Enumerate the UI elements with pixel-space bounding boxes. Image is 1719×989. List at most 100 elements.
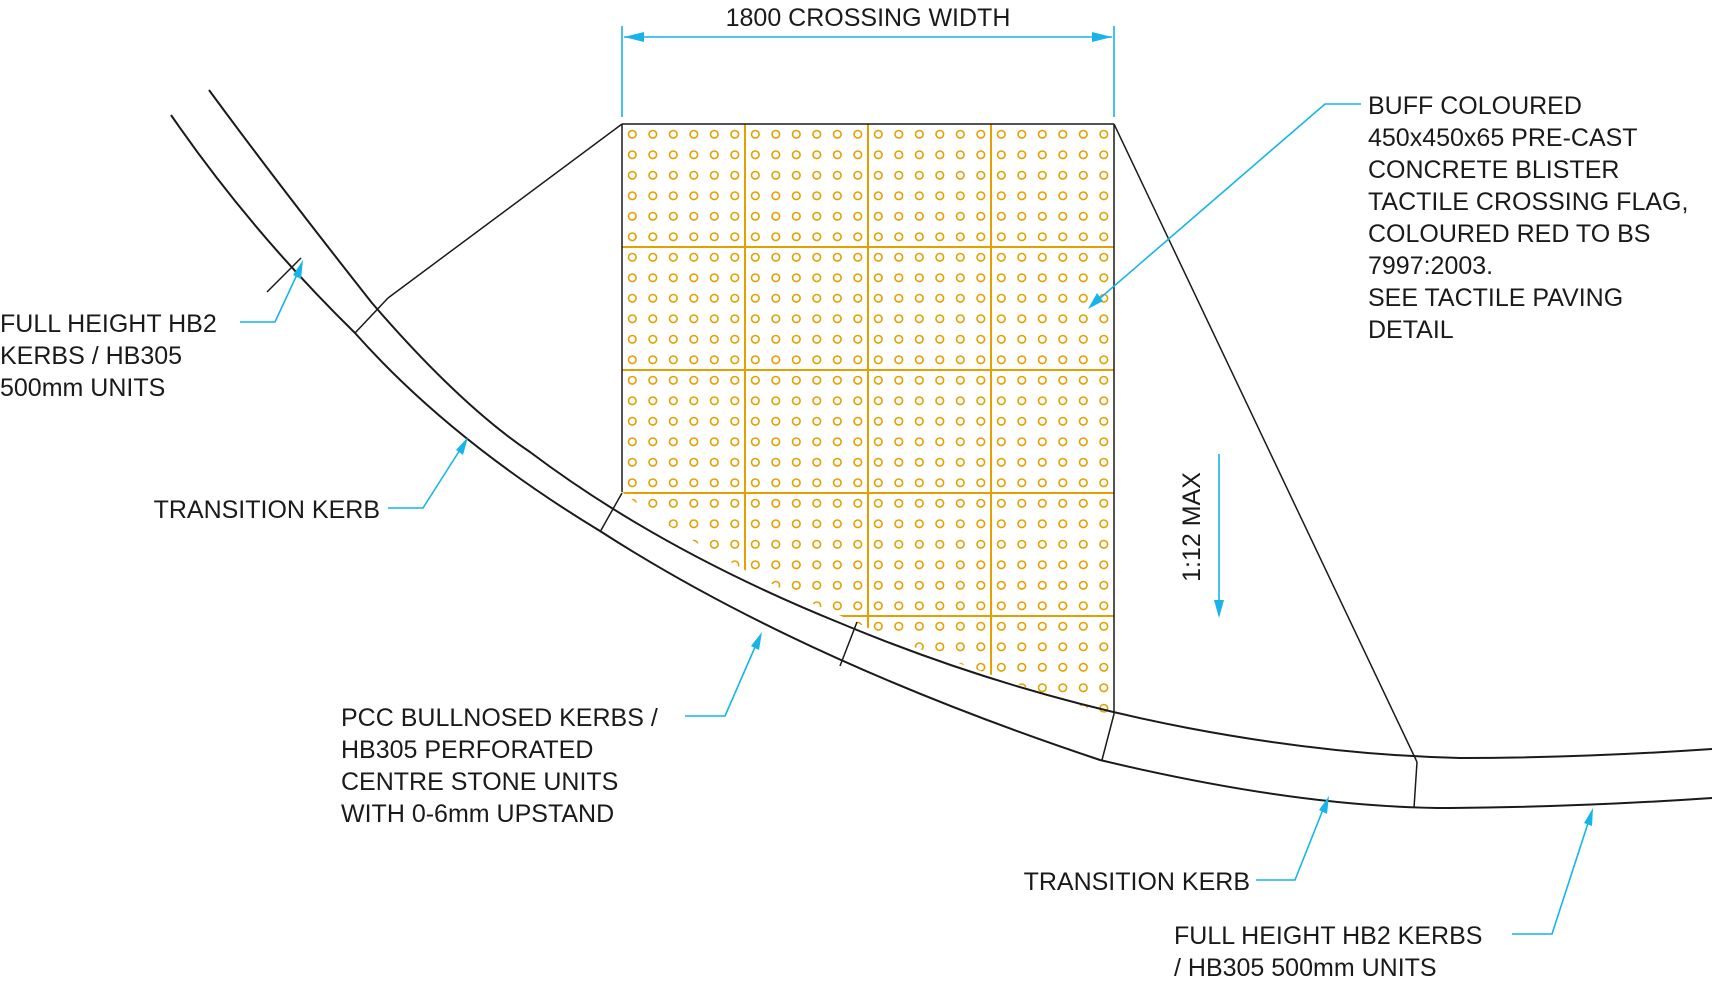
blister-stud (1099, 457, 1109, 467)
blister-stud (894, 580, 904, 590)
blister-stud (853, 437, 863, 447)
blister-stud (750, 478, 760, 488)
blister-stud (976, 519, 986, 529)
blister-stud (689, 642, 699, 652)
blister-stud (832, 437, 842, 447)
blister-stud (832, 334, 842, 344)
blister-stud (1078, 273, 1088, 283)
blister-stud (914, 375, 924, 385)
blister-stud (627, 314, 637, 324)
blister-stud (1017, 416, 1027, 426)
blister-stud (689, 621, 699, 631)
blister-stud (1058, 437, 1068, 447)
blister-stud (791, 396, 801, 406)
blister-stud (1058, 396, 1068, 406)
blister-stud (914, 232, 924, 242)
blister-stud (668, 662, 678, 672)
blister-stud (689, 375, 699, 385)
blister-stud (791, 334, 801, 344)
blister-stud (914, 580, 924, 590)
blister-stud (955, 621, 965, 631)
blister-stud (771, 396, 781, 406)
blister-stud (791, 293, 801, 303)
blister-stud (791, 560, 801, 570)
blister-stud (709, 703, 719, 713)
blister-stud (627, 683, 637, 693)
blister-stud (648, 498, 658, 508)
blister-stud (873, 601, 883, 611)
bullnosed-kerbs-note: PCC BULLNOSED KERBS / HB305 PERFORATED C… (341, 704, 665, 828)
blister-stud (914, 150, 924, 160)
blister-stud (709, 580, 719, 590)
blister-stud (1058, 703, 1068, 713)
blister-stud (730, 150, 740, 160)
blister-stud (709, 314, 719, 324)
blister-stud (690, 725, 698, 733)
blister-stud (955, 560, 965, 570)
blister-stud (791, 580, 801, 590)
blister-stud (895, 725, 903, 733)
blister-stud (996, 170, 1006, 180)
blister-stud (812, 683, 822, 693)
blister-stud (1037, 662, 1047, 672)
blister-stud (914, 293, 924, 303)
blister-stud (935, 662, 945, 672)
blister-stud (996, 683, 1006, 693)
blister-stud (955, 498, 965, 508)
blister-stud (771, 498, 781, 508)
blister-stud (996, 150, 1006, 160)
blister-stud (1017, 662, 1027, 672)
blister-stud (914, 539, 924, 549)
blister-stud (750, 170, 760, 180)
blister-stud (791, 375, 801, 385)
blister-stud (812, 252, 822, 262)
blister-stud (752, 725, 760, 733)
blister-stud (935, 396, 945, 406)
blister-stud (1099, 601, 1109, 611)
blister-stud (750, 375, 760, 385)
blister-stud (709, 416, 719, 426)
blister-stud (1037, 355, 1047, 365)
blister-stud (627, 416, 637, 426)
blister-stud (955, 375, 965, 385)
blister-stud (1099, 621, 1109, 631)
blister-stud (894, 375, 904, 385)
blister-stud (689, 601, 699, 611)
blister-stud (771, 560, 781, 570)
blister-stud (791, 170, 801, 180)
blister-stud (976, 478, 986, 488)
blister-stud (1099, 150, 1109, 160)
blister-stud (873, 498, 883, 508)
blister-stud (771, 150, 781, 160)
blister-stud (813, 725, 821, 733)
blister-stud (873, 642, 883, 652)
blister-stud (873, 683, 883, 693)
blister-stud (709, 498, 719, 508)
blister-stud (976, 539, 986, 549)
blister-stud (996, 252, 1006, 262)
crossing-width-dimension: 1800 CROSSING WIDTH (621, 4, 1115, 117)
blister-stud (750, 293, 760, 303)
blister-stud (894, 437, 904, 447)
full-height-kerbs-left-note: FULL HEIGHT HB2 KERBS / HB305 500mm UNIT… (0, 310, 224, 402)
blister-stud (996, 437, 1006, 447)
blister-stud (648, 437, 658, 447)
blister-stud (730, 293, 740, 303)
blister-stud (668, 211, 678, 221)
blister-stud (1058, 375, 1068, 385)
blister-stud (771, 375, 781, 385)
blister-stud (996, 232, 1006, 242)
blister-stud (935, 642, 945, 652)
blister-stud (1058, 211, 1068, 221)
blister-stud (689, 293, 699, 303)
blister-stud (873, 191, 883, 201)
blister-stud (709, 232, 719, 242)
blister-stud (750, 519, 760, 529)
blister-stud (791, 621, 801, 631)
blister-stud (873, 334, 883, 344)
blister-stud (935, 273, 945, 283)
blister-stud (834, 725, 842, 733)
transition-kerb-left-label: TRANSITION KERB (154, 496, 380, 524)
blister-stud (791, 150, 801, 160)
blister-stud (832, 211, 842, 221)
